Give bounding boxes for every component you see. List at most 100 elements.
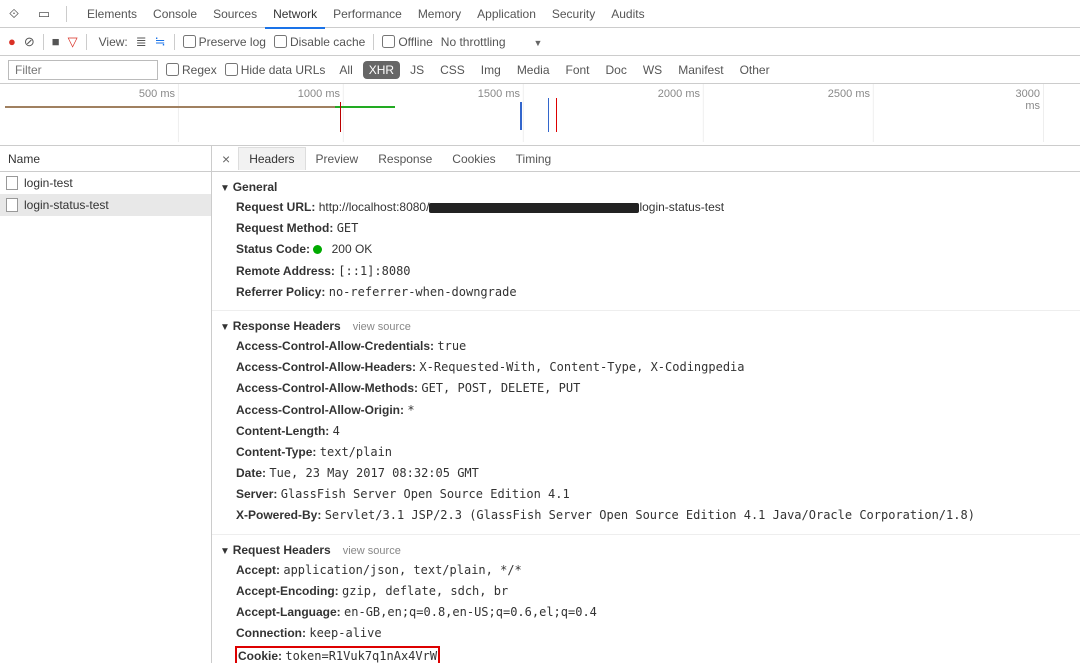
divider <box>43 34 44 50</box>
timeline-tick: 2000 ms <box>658 88 700 100</box>
header-row: Accept-Language: en-GB,en;q=0.8,en-US;q=… <box>236 603 1070 622</box>
header-value: no-referrer-when-downgrade <box>329 285 517 299</box>
hide-data-urls-checkbox[interactable]: Hide data URLs <box>225 63 326 77</box>
disable-cache-checkbox[interactable]: Disable cache <box>274 35 365 49</box>
request-item[interactable]: login-test <box>0 172 211 194</box>
header-row: Content-Type: text/plain <box>236 443 1070 462</box>
request-name: login-status-test <box>24 198 109 212</box>
timeline-bar <box>556 98 557 132</box>
timeline[interactable]: 500 ms1000 ms1500 ms2000 ms2500 ms3000 m… <box>0 84 1080 146</box>
main-tab-application[interactable]: Application <box>469 1 544 27</box>
header-row: Connection: keep-alive <box>236 624 1070 643</box>
header-key: Status Code: <box>236 242 310 256</box>
header-value: X-Requested-With, Content-Type, X-Coding… <box>419 360 744 374</box>
header-key: X-Powered-By: <box>236 508 321 522</box>
header-key: Access-Control-Allow-Headers: <box>236 360 416 374</box>
header-value: token=R1Vuk7q1nAx4VrW <box>285 649 437 663</box>
header-value: keep-alive <box>309 626 381 640</box>
main-tab-security[interactable]: Security <box>544 1 603 27</box>
record-button[interactable]: ● <box>8 34 16 49</box>
header-key: Referrer Policy: <box>236 285 325 299</box>
filter-input[interactable] <box>8 60 158 80</box>
type-filter-other[interactable]: Other <box>734 61 776 79</box>
type-filter-manifest[interactable]: Manifest <box>672 61 729 79</box>
detail-tabs: × HeadersPreviewResponseCookiesTiming <box>212 146 1080 172</box>
type-filter-css[interactable]: CSS <box>434 61 471 79</box>
close-detail-button[interactable]: × <box>216 151 236 167</box>
header-key: Access-Control-Allow-Methods: <box>236 381 418 395</box>
header-value: gzip, deflate, sdch, br <box>342 584 508 598</box>
divider <box>86 34 87 50</box>
section-title[interactable]: General <box>220 180 1070 194</box>
header-row: Access-Control-Allow-Origin: * <box>236 401 1070 420</box>
regex-checkbox[interactable]: Regex <box>166 63 217 77</box>
type-filter-xhr[interactable]: XHR <box>363 61 400 79</box>
divider <box>66 6 67 22</box>
type-filter-js[interactable]: JS <box>404 61 430 79</box>
offline-checkbox[interactable]: Offline <box>382 35 432 49</box>
header-key: Connection: <box>236 626 306 640</box>
main-tab-console[interactable]: Console <box>145 1 205 27</box>
main-tab-performance[interactable]: Performance <box>325 1 410 27</box>
timeline-tick: 2500 ms <box>828 88 870 100</box>
filter-icon[interactable]: ▽ <box>68 34 78 50</box>
detail-tab-timing[interactable]: Timing <box>506 148 562 170</box>
header-row: X-Powered-By: Servlet/3.1 JSP/2.3 (Glass… <box>236 506 1070 525</box>
main-tab-audits[interactable]: Audits <box>603 1 652 27</box>
waterfall-icon[interactable]: ≒ <box>155 34 166 50</box>
network-toolbar: ● ⊘ ■ ▽ View: ≣ ≒ Preserve log Disable c… <box>0 28 1080 56</box>
clear-button[interactable]: ⊘ <box>24 34 35 50</box>
type-filter-doc[interactable]: Doc <box>600 61 633 79</box>
main-tab-elements[interactable]: Elements <box>79 1 145 27</box>
header-value: GET <box>337 221 359 235</box>
header-key: Request URL: <box>236 200 315 214</box>
header-key: Cookie: <box>238 649 282 663</box>
file-icon <box>6 176 18 190</box>
timeline-bar <box>548 98 549 132</box>
type-filter-all[interactable]: All <box>333 61 358 79</box>
preserve-log-checkbox[interactable]: Preserve log <box>183 35 266 49</box>
header-value: true <box>437 339 466 353</box>
detail-tab-headers[interactable]: Headers <box>238 147 305 170</box>
detail-tab-cookies[interactable]: Cookies <box>442 148 505 170</box>
main-tab-sources[interactable]: Sources <box>205 1 265 27</box>
view-source-link[interactable]: view source <box>343 545 401 557</box>
type-filter-img[interactable]: Img <box>475 61 507 79</box>
header-row: Access-Control-Allow-Methods: GET, POST,… <box>236 379 1070 398</box>
general-section: General Request URL: http://localhost:80… <box>212 172 1080 311</box>
type-filter-font[interactable]: Font <box>560 61 596 79</box>
header-value: Tue, 23 May 2017 08:32:05 GMT <box>269 466 479 480</box>
header-key: Accept-Language: <box>236 605 341 619</box>
header-row: Cookie: token=R1Vuk7q1nAx4VrW <box>236 647 439 663</box>
throttling-select[interactable]: No throttling <box>441 35 543 49</box>
timeline-bar <box>340 102 341 132</box>
request-list: Name login-test login-status-test <box>0 146 212 663</box>
header-value: GlassFish Server Open Source Edition 4.1 <box>281 487 570 501</box>
main-tab-network[interactable]: Network <box>265 1 325 29</box>
request-item[interactable]: login-status-test <box>0 194 211 216</box>
type-filter-ws[interactable]: WS <box>637 61 668 79</box>
detail-tab-response[interactable]: Response <box>368 148 442 170</box>
header-value: application/json, text/plain, */* <box>283 563 521 577</box>
header-value: Servlet/3.1 JSP/2.3 (GlassFish Server Op… <box>325 508 975 522</box>
type-filters: All XHRJSCSSImgMediaFontDocWSManifest Othe… <box>333 61 775 79</box>
view-source-link[interactable]: view source <box>353 321 411 333</box>
section-title[interactable]: Response Headersview source <box>220 319 1070 333</box>
name-header[interactable]: Name <box>0 146 211 172</box>
section-title[interactable]: Request Headersview source <box>220 543 1070 557</box>
status-dot-icon <box>313 245 322 254</box>
inspect-icon[interactable]: ⟐ <box>4 6 24 22</box>
timeline-tick: 3000 ms <box>1000 88 1040 112</box>
main-tab-memory[interactable]: Memory <box>410 1 469 27</box>
header-row: Accept-Encoding: gzip, deflate, sdch, br <box>236 582 1070 601</box>
type-filter-media[interactable]: Media <box>511 61 556 79</box>
header-key: Access-Control-Allow-Origin: <box>236 403 404 417</box>
detail-tab-preview[interactable]: Preview <box>306 148 369 170</box>
large-rows-icon[interactable]: ≣ <box>136 34 147 50</box>
timeline-bar <box>335 106 395 108</box>
header-row: Access-Control-Allow-Credentials: true <box>236 337 1070 356</box>
device-icon[interactable]: ▭ <box>34 6 54 22</box>
file-icon <box>6 198 18 212</box>
camera-icon[interactable]: ■ <box>52 34 60 49</box>
divider <box>174 34 175 50</box>
